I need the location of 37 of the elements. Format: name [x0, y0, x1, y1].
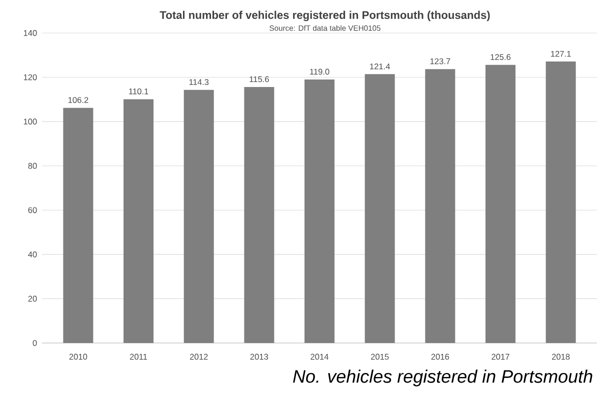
data-label: 125.6 [490, 54, 511, 60]
bar [425, 69, 456, 343]
bar [184, 90, 214, 343]
x-tick-label: 2018 [552, 354, 570, 360]
text: No. vehicles registered in Portsmouth [293, 370, 592, 386]
y-tick-label: 80 [28, 162, 37, 169]
data-label: 106.2 [68, 97, 88, 103]
chart-title: Total number of vehicles registered in Portsmouth (thousands) [160, 10, 490, 22]
bar [244, 87, 274, 343]
data-label: 121.4 [370, 64, 390, 70]
x-tick-label: 2017 [492, 354, 510, 360]
data-label: 119.0 [310, 68, 330, 75]
bar [124, 99, 154, 343]
x-tick-label: 2010 [69, 354, 88, 360]
y-tick-label: 140 [24, 30, 37, 36]
y-tick-label: 40 [28, 251, 37, 258]
bar [546, 62, 576, 343]
data-label: 110.1 [129, 88, 148, 94]
data-label: 114.3 [189, 79, 209, 86]
x-tick-label: 2015 [371, 354, 389, 360]
y-tick-label: 60 [28, 207, 37, 214]
y-tick-label: 100 [24, 118, 37, 125]
bar [364, 74, 395, 343]
y-tick-label: 120 [24, 74, 37, 80]
x-tick-label: 2016 [431, 354, 450, 360]
y-tick-label: 0 [32, 340, 37, 346]
x-tick-label: 2014 [310, 354, 328, 360]
x-tick-label: 2013 [250, 354, 268, 360]
bar [485, 64, 516, 343]
x-tick-label: 2012 [190, 354, 208, 360]
bar [63, 108, 94, 343]
bar [304, 80, 334, 343]
y-tick-label: 20 [28, 296, 37, 302]
data-label: 127.1 [551, 50, 571, 57]
data-label: 123.7 [430, 58, 450, 64]
x-tick-label: 2011 [130, 354, 148, 360]
data-label: 115.6 [250, 76, 269, 82]
